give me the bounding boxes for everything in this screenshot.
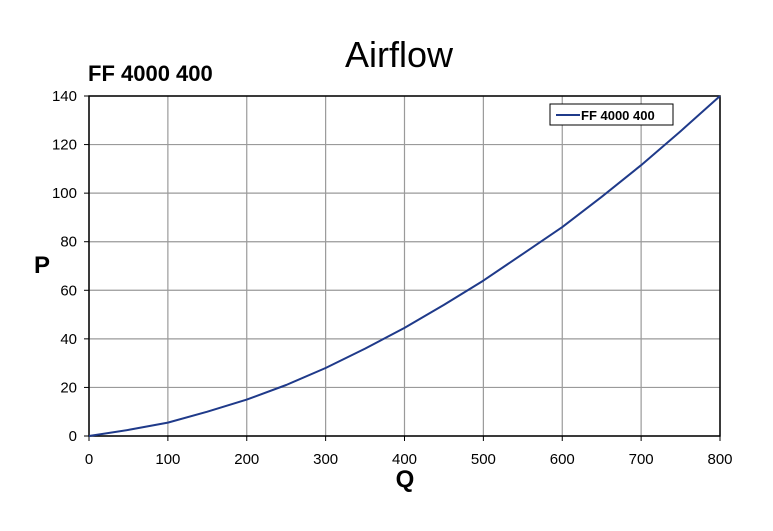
y-tick-label: 120	[52, 137, 77, 154]
x-tick-label: 300	[313, 451, 338, 468]
x-tick-label: 500	[471, 451, 496, 468]
x-tick-label: 800	[707, 451, 732, 468]
grid	[88, 95, 721, 437]
y-axis-label: P	[34, 252, 50, 279]
y-tick-label: 100	[52, 185, 77, 202]
x-tick-label: 100	[155, 451, 180, 468]
x-tick-label: 700	[629, 451, 654, 468]
chart-subtitle: FF 4000 400	[88, 61, 213, 86]
legend: FF 4000 400	[549, 103, 674, 126]
series-line	[88, 95, 721, 437]
legend-label: FF 4000 400	[581, 108, 655, 123]
y-tick-label: 0	[69, 428, 77, 445]
x-tick-label: 0	[85, 451, 93, 468]
y-tick-label: 80	[60, 234, 77, 251]
x-tick-label: 200	[234, 451, 259, 468]
y-tick-label: 20	[60, 379, 77, 396]
x-tick-label: 400	[392, 451, 417, 468]
x-axis-label: Q	[396, 466, 415, 493]
chart-title: Airflow	[345, 34, 454, 75]
legend-box	[549, 103, 674, 126]
plot-area-border	[88, 95, 721, 437]
y-tick-label: 60	[60, 282, 77, 299]
series-group	[88, 95, 721, 437]
y-tick-label: 40	[60, 331, 77, 348]
x-tick-label: 600	[550, 451, 575, 468]
y-tick-label: 140	[52, 88, 77, 105]
tick-labels: 0 100 200 300 400 500 600 700 800 0 20 40 60 80 100 120…	[52, 88, 733, 468]
